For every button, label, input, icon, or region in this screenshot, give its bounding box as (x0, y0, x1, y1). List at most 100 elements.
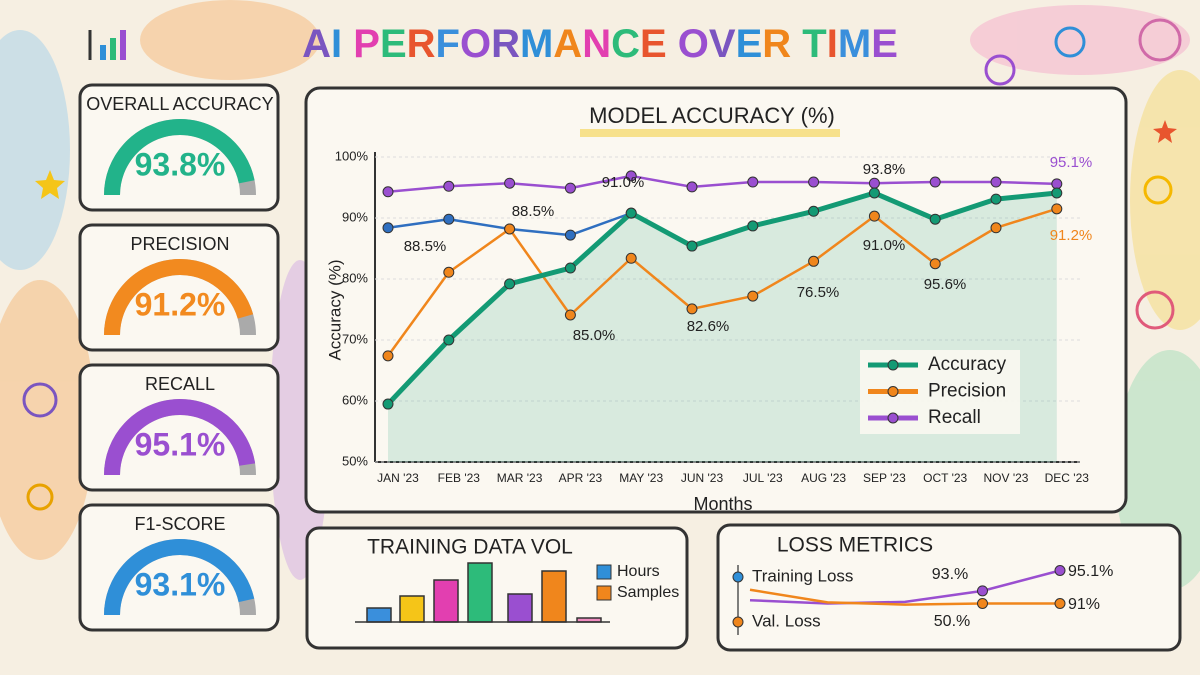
data-point (929, 176, 941, 188)
bar (399, 595, 425, 623)
gauge-fill (104, 119, 255, 196)
data-point (564, 182, 576, 194)
data-point (868, 187, 880, 199)
data-point (443, 180, 455, 192)
data-point (625, 252, 637, 264)
y-tick-label: 80% (342, 270, 368, 285)
annotation: 91.0% (602, 174, 645, 191)
annotation: 95.1% (1050, 154, 1093, 171)
x-tick-label: FEB '23 (438, 471, 481, 485)
kpi-label: F1-SCORE (134, 514, 225, 534)
data-point (747, 176, 759, 188)
bar (366, 607, 392, 623)
chart-title: LOSS METRICS (777, 534, 933, 557)
data-point (686, 303, 698, 315)
data-point (686, 181, 698, 193)
x-axis-label: Months (693, 494, 752, 514)
legend-label: Val. Loss (752, 611, 821, 630)
data-point (1054, 565, 1066, 576)
x-tick-label: AUG '23 (801, 471, 846, 485)
data-point (504, 223, 516, 235)
x-tick-label: JAN '23 (377, 471, 419, 485)
annotation: 95.1% (1068, 563, 1113, 580)
data-point (808, 205, 820, 217)
x-tick-label: MAR '23 (497, 471, 543, 485)
legend-marker (732, 616, 744, 628)
kpi-card (78, 503, 280, 632)
data-point (1051, 178, 1063, 190)
data-point (504, 278, 516, 290)
data-point (747, 290, 759, 302)
data-point (443, 266, 455, 278)
data-point (382, 350, 394, 362)
kpi-cards: OVERALL ACCURACY 93.8% PRECISION 91.2% RECAL… (78, 83, 280, 632)
data-point (382, 186, 394, 198)
kpi-value: 95.1% (135, 426, 226, 462)
data-point (443, 334, 455, 346)
annotation: 93.% (932, 566, 968, 583)
data-point (808, 176, 820, 188)
legend-swatch (887, 386, 899, 397)
annotation: 88.5% (404, 238, 447, 255)
data-point (990, 193, 1002, 205)
kpi-card (78, 363, 280, 492)
y-tick-label: 70% (342, 331, 368, 346)
bar (541, 570, 567, 623)
gauge-fill (104, 539, 255, 616)
legend-label: Samples (617, 584, 679, 601)
data-point (1051, 187, 1063, 199)
data-point (929, 213, 941, 225)
x-tick-label: OCT '23 (923, 471, 967, 485)
annotation: 88.5% (512, 203, 555, 220)
bar (507, 593, 533, 623)
kpi-card (78, 83, 280, 212)
gauge-fill (104, 259, 254, 336)
annotation: 76.5% (797, 284, 840, 301)
annotation: 91.0% (863, 237, 906, 254)
y-tick-label: 90% (342, 209, 368, 224)
icons (22, 18, 1182, 642)
data-point (977, 598, 988, 609)
data-point (564, 309, 576, 321)
annotation: 50.% (934, 613, 970, 630)
kpi-value: 93.1% (135, 566, 226, 602)
data-point (564, 262, 576, 274)
data-point (868, 177, 880, 189)
loss-line (749, 569, 1061, 605)
legend-swatch (596, 564, 612, 580)
annotation: 85.0% (573, 327, 616, 344)
legend-label: Recall (928, 407, 981, 428)
data-point (564, 229, 576, 241)
y-axis-label: Accuracy (%) (325, 259, 344, 360)
x-tick-label: JUN '23 (681, 471, 724, 485)
x-tick-label: NOV '23 (984, 471, 1029, 485)
data-point (382, 222, 394, 234)
loss-panel (716, 523, 1182, 652)
data-point (990, 176, 1002, 188)
data-point (990, 222, 1002, 234)
legend-swatch (887, 412, 899, 424)
kpi-label: RECALL (145, 374, 215, 394)
series-line (387, 174, 1057, 194)
data-point (382, 398, 394, 410)
legend-swatch (596, 585, 612, 601)
data-point (929, 258, 941, 270)
legend-marker (732, 571, 744, 583)
bar (433, 579, 459, 623)
annotation: 91.2% (1050, 227, 1093, 244)
x-tick-label: JUL '23 (743, 471, 783, 485)
data-point (443, 213, 455, 225)
annotation: 95.6% (924, 276, 967, 293)
annotation: 93.8% (863, 161, 906, 178)
annotation: 91% (1068, 596, 1100, 613)
legend-label: Precision (928, 381, 1006, 402)
bar (467, 562, 493, 623)
series-line (386, 207, 1058, 357)
chart-title: MODEL ACCURACY (%) (589, 103, 835, 128)
legend-label: Training Loss (752, 566, 853, 585)
x-tick-label: MAY '23 (619, 471, 663, 485)
legend-swatch (887, 359, 899, 371)
legend-label: Hours (617, 563, 660, 580)
loss-line (749, 588, 1060, 606)
